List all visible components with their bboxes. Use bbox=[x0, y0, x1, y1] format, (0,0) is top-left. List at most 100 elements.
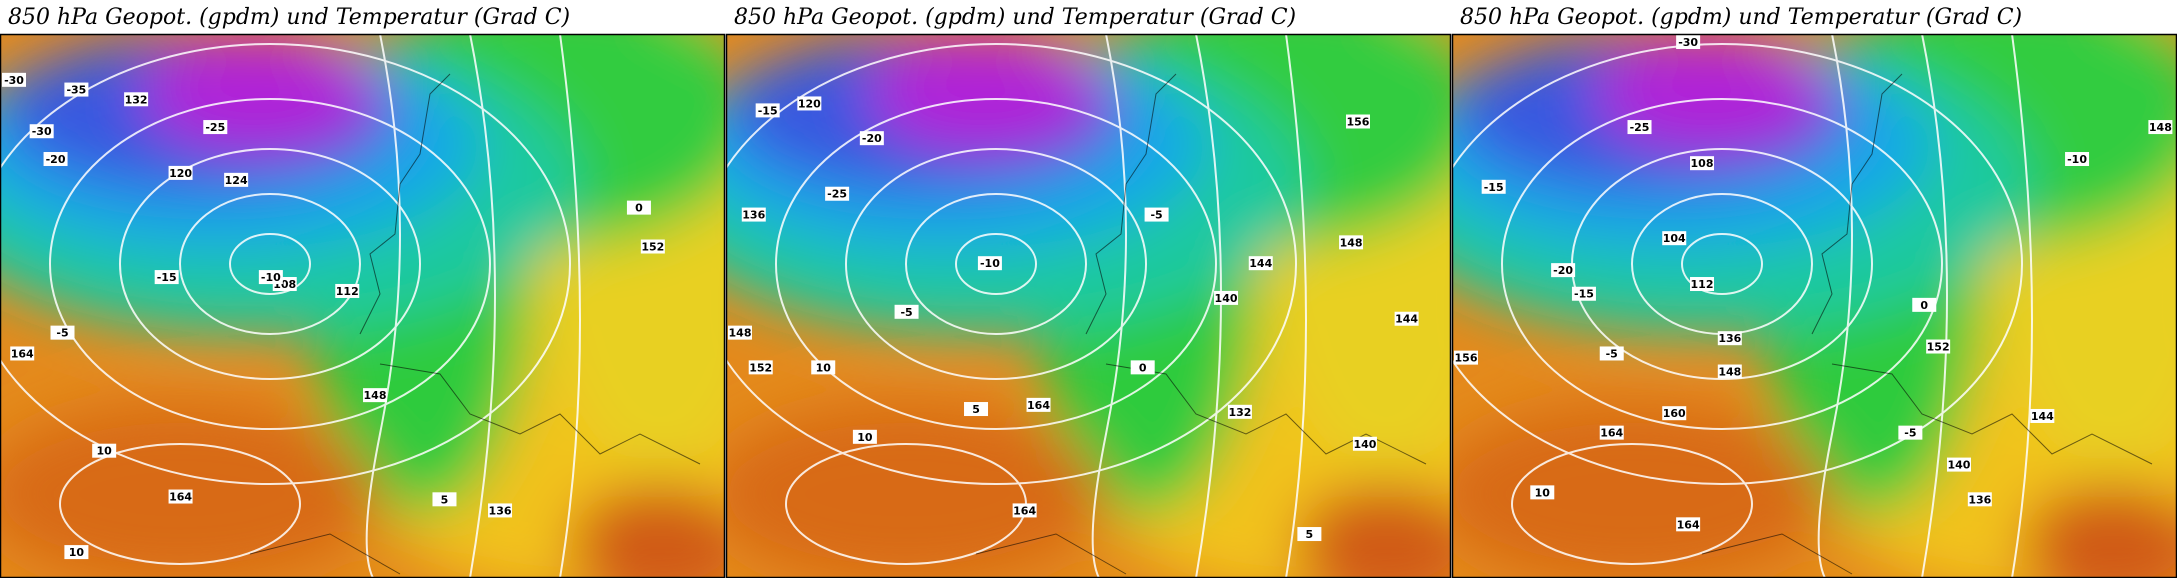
contour-label: 120 bbox=[798, 97, 821, 110]
contour-label-box bbox=[1394, 311, 1419, 326]
contour-label: 108 bbox=[1691, 157, 1714, 170]
contour-label-box bbox=[894, 304, 919, 319]
contour-label: 10 bbox=[69, 546, 85, 559]
contour-label: 164 bbox=[1013, 504, 1036, 517]
contour-label: 0 bbox=[1139, 361, 1147, 374]
contour-label-box bbox=[825, 186, 850, 201]
contour-label-box bbox=[1690, 277, 1715, 292]
contour-label-box bbox=[50, 325, 75, 340]
contour-label-box bbox=[1676, 35, 1701, 49]
contour-label-box bbox=[43, 152, 68, 167]
panel-title: 850 hPa Geopot. (gpdm) und Temperatur (G… bbox=[734, 5, 1296, 30]
contour-label-box bbox=[10, 346, 35, 361]
contour-label: 140 bbox=[1353, 438, 1376, 451]
title-bar bbox=[726, 0, 1451, 34]
contour-label-box bbox=[2030, 408, 2055, 423]
contour-label: 152 bbox=[749, 361, 772, 374]
contour-label: 148 bbox=[1718, 366, 1741, 379]
contour-label: 5 bbox=[972, 403, 980, 416]
contour-label: 5 bbox=[441, 493, 449, 506]
contour-label: 132 bbox=[1228, 406, 1251, 419]
contour-label-box bbox=[432, 492, 457, 507]
contour-label-box bbox=[1551, 263, 1576, 278]
contour-label-box bbox=[1571, 286, 1596, 301]
contour-label: 140 bbox=[1215, 292, 1238, 305]
contour-label-box bbox=[154, 270, 179, 285]
contour-label-box bbox=[1144, 207, 1169, 222]
contour-label-box bbox=[977, 256, 1002, 271]
contour-label: -30 bbox=[32, 125, 52, 138]
contour-label-box bbox=[363, 388, 388, 403]
contour-label-box bbox=[1967, 492, 1992, 507]
contour-label-box bbox=[859, 131, 884, 146]
contour-label-box bbox=[852, 429, 877, 444]
contour-label-box bbox=[748, 360, 773, 375]
contour-label: 164 bbox=[11, 347, 34, 360]
contour-label: -25 bbox=[205, 121, 225, 134]
contour-label: -15 bbox=[1574, 288, 1594, 301]
contour-label-box bbox=[1481, 179, 1506, 194]
contour-label: 148 bbox=[729, 327, 752, 340]
contour-label-box bbox=[1454, 350, 1478, 365]
title-bar bbox=[0, 0, 725, 34]
contour-label-box bbox=[755, 103, 780, 118]
contour-label: 156 bbox=[1347, 116, 1370, 129]
temperature-field bbox=[0, 0, 790, 578]
contour-label-box bbox=[1599, 425, 1624, 440]
contour-label-box bbox=[1297, 527, 1322, 542]
temperature-field bbox=[646, 0, 1516, 578]
contour-label: 104 bbox=[1663, 232, 1686, 245]
contour-label: 10 bbox=[816, 361, 832, 374]
contour-label: -35 bbox=[66, 84, 86, 97]
contour-label: 144 bbox=[2031, 410, 2054, 423]
contour-label: 148 bbox=[1340, 236, 1363, 249]
contour-label: 148 bbox=[2149, 121, 2172, 134]
map-panel: 850 hPa Geopot. (gpdm) und Temperatur (G… bbox=[0, 0, 790, 578]
contour-label-box bbox=[64, 82, 89, 97]
map: -15 136 -25 -20 120 -10 -5 148 152 10 5 164 10 164 0 14… bbox=[646, 0, 1516, 578]
contour-label-box bbox=[1012, 503, 1037, 518]
contour-label: -10 bbox=[2067, 153, 2087, 166]
contour-label-box bbox=[64, 545, 89, 560]
contour-label-box bbox=[488, 503, 513, 518]
contour-label-box bbox=[1339, 235, 1364, 250]
contour-label: -20 bbox=[46, 153, 66, 166]
contour-label-box bbox=[1926, 339, 1951, 354]
contour-label-box bbox=[1248, 256, 1273, 271]
map-panel: 850 hPa Geopot. (gpdm) und Temperatur (G… bbox=[1372, 0, 2177, 578]
title-bar bbox=[1452, 0, 2177, 34]
contour-label: -5 bbox=[1150, 209, 1162, 222]
contour-label-box bbox=[168, 489, 193, 504]
contour-label: 164 bbox=[1677, 518, 1700, 531]
contour-label-box bbox=[2065, 152, 2090, 167]
contour-label: 132 bbox=[125, 93, 148, 106]
panel-title: 850 hPa Geopot. (gpdm) und Temperatur (G… bbox=[1460, 5, 2022, 30]
contour-label: 164 bbox=[1600, 427, 1623, 440]
contour-label-box bbox=[1345, 114, 1370, 129]
contour-label: -30 bbox=[4, 74, 24, 87]
contour-label-box bbox=[1676, 517, 1701, 532]
contour-label-box bbox=[1352, 436, 1377, 451]
contour-label: -25 bbox=[827, 188, 847, 201]
contour-label: -15 bbox=[157, 271, 177, 284]
contour-label: 148 bbox=[364, 389, 387, 402]
map-panel: 850 hPa Geopot. (gpdm) und Temperatur (G… bbox=[646, 0, 1516, 578]
contour-label: 10 bbox=[97, 445, 113, 458]
contour-label-box bbox=[1530, 485, 1555, 500]
contour-label: 112 bbox=[336, 285, 359, 298]
contour-label: 10 bbox=[857, 431, 873, 444]
contour-label-box bbox=[203, 120, 228, 135]
contour-label-box bbox=[1717, 331, 1742, 346]
contour-label: 136 bbox=[1968, 493, 1991, 506]
contour-label-box bbox=[964, 402, 989, 417]
contour-label-box bbox=[124, 92, 149, 107]
contour-label: -20 bbox=[1553, 264, 1573, 277]
contour-label-box bbox=[1026, 397, 1051, 412]
contour-label: 120 bbox=[169, 167, 192, 180]
temperature-field bbox=[1372, 0, 2177, 578]
contour-label-box bbox=[1599, 346, 1624, 361]
contour-label-box bbox=[224, 172, 249, 187]
contour-label: 0 bbox=[635, 202, 643, 215]
